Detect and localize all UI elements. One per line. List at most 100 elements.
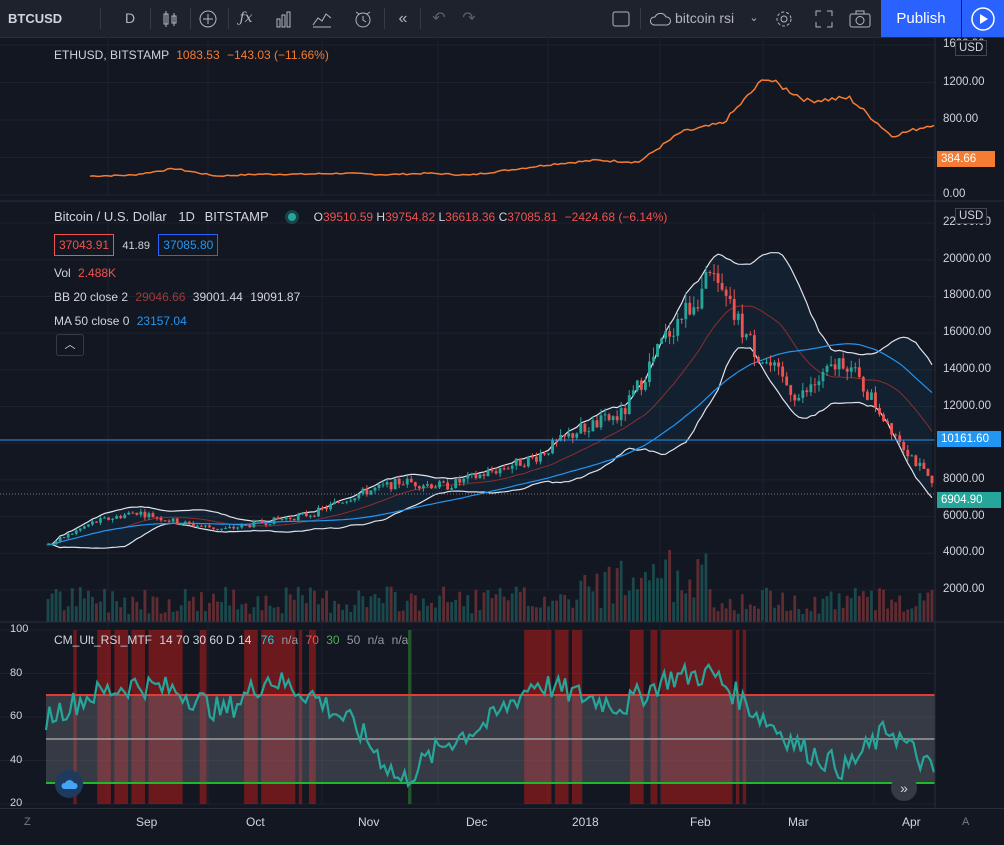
rsi-value-5: 50	[346, 633, 361, 647]
volume-bar	[486, 590, 490, 622]
volume-bar	[680, 590, 684, 622]
volume-bar	[736, 613, 740, 622]
candle-body	[159, 517, 163, 521]
btc-tick-label: 14000.00	[943, 362, 991, 375]
candle-body	[853, 367, 857, 369]
volume-bar	[740, 594, 744, 622]
candle-body	[575, 433, 579, 438]
fullscreen-rect-icon[interactable]	[608, 0, 634, 37]
volume-bar	[466, 595, 470, 622]
replay-rewind-icon[interactable]: «	[398, 10, 408, 27]
volume-bar	[623, 595, 627, 622]
volume-bar	[409, 593, 413, 622]
volume-bar	[648, 580, 651, 622]
candle-body	[308, 515, 312, 517]
ma-legend[interactable]: MA 50 close 0 23157.04	[54, 314, 187, 328]
candle-body	[761, 362, 764, 364]
candle-body	[829, 364, 833, 367]
volume-bar	[910, 608, 914, 622]
zoom-reset-button[interactable]: Z	[24, 816, 31, 828]
layout-name[interactable]: bitcoin rsi	[675, 10, 735, 26]
compare-add-icon[interactable]	[194, 0, 222, 37]
candle-body	[603, 414, 607, 416]
candle-body	[195, 525, 199, 527]
auto-scale-button[interactable]: A	[962, 816, 970, 828]
cloud-save-icon[interactable]	[646, 0, 674, 37]
camera-snapshot-icon[interactable]	[846, 0, 874, 37]
candles-chart-type-icon[interactable]	[156, 0, 184, 37]
volume-bar	[450, 601, 454, 622]
eth-currency-label[interactable]: USD	[955, 40, 988, 56]
undo-icon[interactable]: ↶	[432, 10, 446, 27]
btc-tick-label: 6000.00	[943, 509, 985, 522]
candle-body	[325, 507, 328, 510]
open-label: O	[313, 210, 323, 224]
candle-body	[547, 453, 550, 455]
rsi-legend[interactable]: CM_Ult_RSI_MTF 14 70 30 60 D 14 76 n/a 7…	[54, 633, 408, 647]
rsi-tick-label: 60	[10, 710, 23, 722]
settings-gear-icon[interactable]	[770, 0, 798, 37]
candle-body	[696, 307, 700, 309]
play-replay-icon[interactable]	[962, 0, 1004, 37]
bar-chart-icon[interactable]	[270, 0, 298, 37]
volume-bar	[216, 601, 219, 622]
candle-body	[300, 512, 304, 515]
time-axis[interactable]	[0, 808, 1004, 845]
main-currency-label[interactable]: USD	[955, 208, 988, 224]
candle-body	[417, 486, 421, 489]
volume-bar	[870, 590, 873, 622]
chart-canvas[interactable]	[0, 37, 1004, 845]
volume-bar	[426, 605, 429, 622]
candle-body	[870, 392, 873, 400]
volume-bar	[886, 608, 889, 622]
fullscreen-icon[interactable]	[810, 0, 838, 37]
ask-box[interactable]: 37085.80	[158, 234, 219, 256]
interval-selector[interactable]: D	[124, 10, 136, 26]
candle-body	[837, 358, 841, 370]
volume-bar	[619, 560, 623, 622]
chevron-down-icon[interactable]: ⌄	[749, 12, 759, 24]
candle-body	[615, 416, 619, 421]
scroll-to-realtime-icon[interactable]: »	[891, 775, 917, 801]
candle-body	[317, 507, 320, 517]
candle-body	[797, 397, 801, 401]
time-tick-label: Sep	[136, 815, 158, 829]
volume-bar	[244, 603, 248, 622]
candle-body	[886, 421, 889, 424]
volume-bar	[882, 589, 885, 622]
candle-body	[50, 544, 54, 546]
volume-bar	[631, 577, 635, 622]
symbol-search[interactable]: BTCUSD	[8, 11, 63, 26]
candle-body	[397, 478, 401, 485]
candle-body	[163, 520, 167, 522]
candle-body	[470, 473, 474, 475]
volume-bar	[922, 600, 926, 622]
volume-bar	[147, 613, 151, 622]
candle-body	[345, 501, 349, 503]
time-tick-label: Mar	[788, 815, 809, 829]
candle-body	[458, 479, 462, 483]
watermark-cloud-icon[interactable]	[55, 770, 83, 798]
candle-body	[894, 434, 898, 436]
candle-body	[224, 528, 228, 530]
candle-body	[559, 434, 563, 441]
bid-box[interactable]: 37043.91	[54, 234, 115, 256]
bollinger-legend[interactable]: BB 20 close 2 29046.66 39001.44 19091.87	[54, 290, 300, 304]
main-title: Bitcoin / U.S. Dollar	[54, 209, 167, 224]
indicators-fx-icon[interactable]: ƒx	[239, 10, 253, 26]
volume-bar	[325, 590, 328, 622]
publish-button[interactable]: Publish	[881, 0, 961, 37]
volume-bar	[918, 593, 922, 622]
volume-bar	[591, 591, 595, 622]
financials-icon[interactable]	[308, 0, 336, 37]
candle-body	[910, 455, 914, 457]
redo-icon[interactable]: ↷	[462, 10, 476, 27]
candle-body	[58, 537, 62, 542]
volume-legend[interactable]: Vol 2.488K	[54, 266, 116, 280]
volume-bar	[777, 604, 781, 622]
volume-bar	[805, 608, 809, 622]
candle-body	[611, 416, 615, 420]
alert-clock-icon[interactable]	[348, 0, 378, 37]
collapse-legend-chevron-up-icon[interactable]: ︿	[56, 334, 84, 356]
candle-body	[587, 431, 591, 433]
